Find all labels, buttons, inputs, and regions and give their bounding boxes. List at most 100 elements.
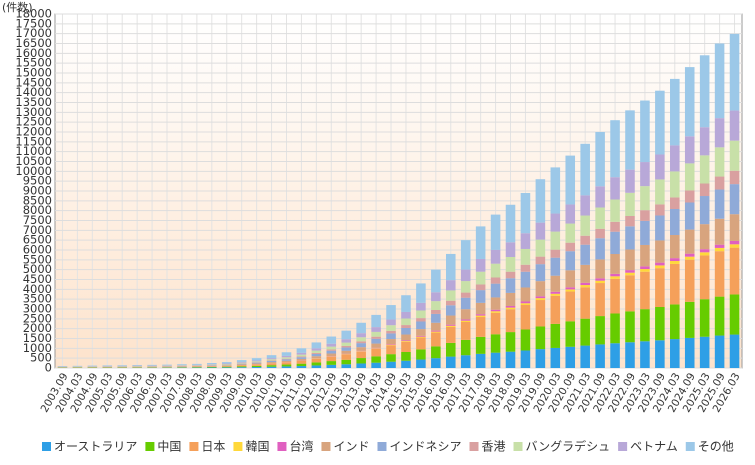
bar-segment [700, 224, 710, 249]
bar-segment [401, 342, 411, 352]
bar-segment [312, 351, 322, 353]
bar-segment [297, 348, 307, 353]
bar-segment [416, 318, 426, 321]
bar-segment [491, 264, 501, 278]
bar-segment [147, 365, 157, 366]
legend-label: 香港 [482, 440, 506, 454]
legend-swatch [470, 442, 479, 451]
bar-segment [640, 309, 650, 341]
bar-segment [595, 316, 605, 344]
bar-segment [431, 346, 441, 358]
bar-segment [177, 367, 187, 368]
bar-segment [117, 365, 127, 366]
bar-segment [282, 356, 292, 357]
bar-segment [670, 209, 680, 235]
bar-segment [446, 343, 456, 357]
bar-segment [401, 328, 411, 335]
bar-segment [386, 320, 396, 326]
bar-segment [506, 242, 516, 257]
bar-segment [565, 289, 575, 291]
bar-segment [327, 349, 337, 350]
bar-segment [461, 240, 471, 269]
bar-segment [625, 311, 635, 342]
bar-segment [536, 264, 546, 281]
bar-segment [536, 349, 546, 368]
bar-segment [506, 278, 516, 293]
bar-segment [237, 360, 247, 362]
bar-segment [446, 357, 456, 368]
bar-segment [192, 364, 202, 365]
bar-segment [491, 311, 501, 313]
bar-segment [386, 345, 396, 354]
bar-segment [580, 195, 590, 215]
bar-segment [551, 292, 561, 294]
bar-segment [610, 177, 620, 199]
bar-segment [401, 319, 411, 326]
bar-segment [312, 353, 322, 354]
bar-segment [416, 310, 426, 318]
bar-segment [625, 342, 635, 368]
bar-segment [625, 275, 635, 311]
bar-segment [431, 331, 441, 332]
bar-segment [297, 355, 307, 357]
bar-segment [506, 293, 516, 306]
bar-segment [506, 205, 516, 243]
bar-segment [327, 344, 337, 347]
bar-segment [327, 347, 337, 350]
bar-segment [610, 313, 620, 343]
bar-segment [625, 270, 635, 273]
bar-segment [640, 341, 650, 368]
bar-segment [655, 154, 665, 179]
bar-segment [521, 329, 531, 350]
bar-segment [610, 232, 620, 254]
bar-segment [297, 356, 307, 357]
bar-segment [476, 259, 486, 272]
bar-segment [655, 215, 665, 240]
bar-segment [102, 365, 112, 366]
bar-segment [610, 276, 620, 278]
bar-segment [386, 344, 396, 345]
bar-segment [640, 269, 650, 272]
bar-segment [312, 362, 322, 365]
bar-segment [327, 351, 337, 354]
bar-segment [521, 193, 531, 233]
bar-segment [252, 363, 262, 364]
legend-swatch [189, 442, 198, 451]
bar-segment [267, 355, 277, 358]
bar-segment [715, 177, 725, 190]
bar-segment [715, 297, 725, 336]
bar-segment [371, 332, 381, 337]
bar-segment [386, 345, 396, 346]
bar-segment [356, 352, 366, 358]
bar-segment [580, 236, 590, 245]
bar-segment [132, 365, 142, 366]
bar-segment [341, 355, 351, 360]
bar-segment [282, 357, 292, 358]
bar-segment [640, 266, 650, 269]
bar-segment [491, 284, 501, 298]
bar-segment [595, 283, 605, 316]
bar-segment [341, 346, 351, 347]
legend-swatch [618, 442, 627, 451]
bar-segment [536, 298, 546, 300]
bar-segment [491, 310, 501, 312]
bar-segment [237, 366, 247, 367]
bar-segment [312, 348, 322, 350]
legend-swatch [277, 442, 286, 451]
bar-segment [297, 359, 307, 361]
bar-segment [685, 257, 695, 260]
bar-segment [401, 295, 411, 312]
bar-segment [640, 210, 650, 221]
bar-segment [670, 145, 680, 171]
legend-label: インドネシア [389, 440, 461, 454]
bar-segment [446, 254, 456, 280]
bar-segment [297, 357, 307, 359]
bar-segment [416, 329, 426, 336]
bar-segment [580, 285, 590, 287]
bar-segment [356, 333, 366, 337]
bar-segment [685, 67, 695, 136]
bar-segment [431, 310, 441, 314]
bar-segment [715, 219, 725, 245]
bar-segment [685, 203, 695, 230]
bar-segment [506, 308, 516, 310]
